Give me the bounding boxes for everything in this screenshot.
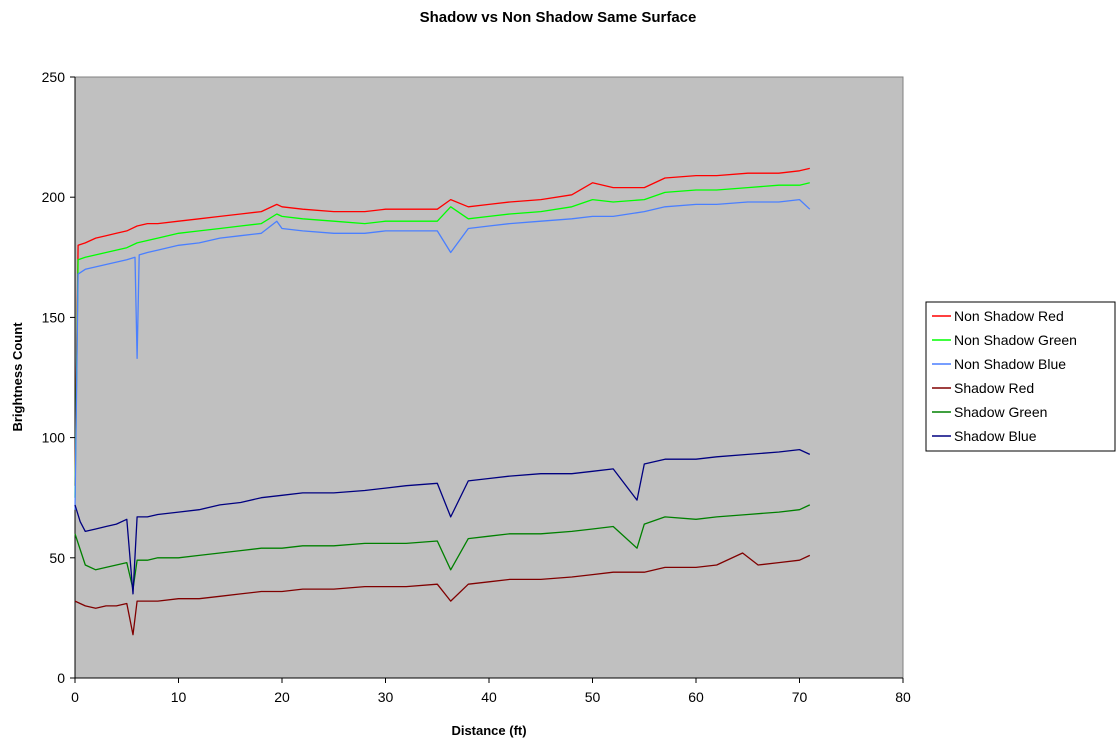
x-tick-label: 20 bbox=[274, 689, 290, 705]
y-tick-label: 200 bbox=[42, 189, 66, 205]
legend: Non Shadow Red Non Shadow Green Non Shadow… bbox=[925, 301, 1116, 452]
series-line-non-shadow-green bbox=[74, 182, 810, 498]
x-tick-label: 30 bbox=[378, 689, 394, 705]
y-tick-label: 150 bbox=[42, 309, 66, 325]
x-tick-label: 50 bbox=[585, 689, 601, 705]
x-tick-label: 80 bbox=[895, 689, 911, 705]
y-tick-label: 100 bbox=[42, 430, 66, 446]
y-tick-label: 250 bbox=[42, 69, 66, 85]
legend-label: Shadow Blue bbox=[954, 428, 1037, 444]
chart-title: Shadow vs Non Shadow Same Surface bbox=[420, 9, 697, 26]
x-tick-label: 60 bbox=[688, 689, 704, 705]
x-tick-label: 70 bbox=[792, 689, 808, 705]
y-axis: 0 50 100 150 200 250 bbox=[42, 69, 76, 686]
legend-label: Non Shadow Blue bbox=[954, 356, 1066, 372]
legend-label: Shadow Green bbox=[954, 404, 1047, 420]
series-lines bbox=[74, 167, 811, 636]
x-tick-label: 0 bbox=[71, 689, 79, 705]
legend-label: Shadow Red bbox=[954, 380, 1034, 396]
series-line-shadow-blue bbox=[74, 448, 811, 595]
y-tick-label: 50 bbox=[49, 550, 65, 566]
legend-box bbox=[925, 301, 1116, 452]
plot-area bbox=[74, 76, 904, 679]
x-axis-label: Distance (ft) bbox=[451, 723, 526, 738]
x-tick-label: 10 bbox=[171, 689, 187, 705]
series-line-shadow-red bbox=[74, 552, 811, 636]
y-axis-label: Brightness Count bbox=[10, 322, 25, 432]
x-tick-label: 40 bbox=[481, 689, 497, 705]
x-axis: 0 10 20 30 40 50 60 70 80 bbox=[71, 677, 911, 705]
legend-label: Non Shadow Red bbox=[954, 308, 1064, 324]
series-line-non-shadow-blue bbox=[74, 198, 811, 510]
legend-label: Non Shadow Green bbox=[954, 332, 1077, 348]
y-tick-label: 0 bbox=[57, 670, 65, 686]
series-line-non-shadow-red bbox=[74, 167, 810, 486]
